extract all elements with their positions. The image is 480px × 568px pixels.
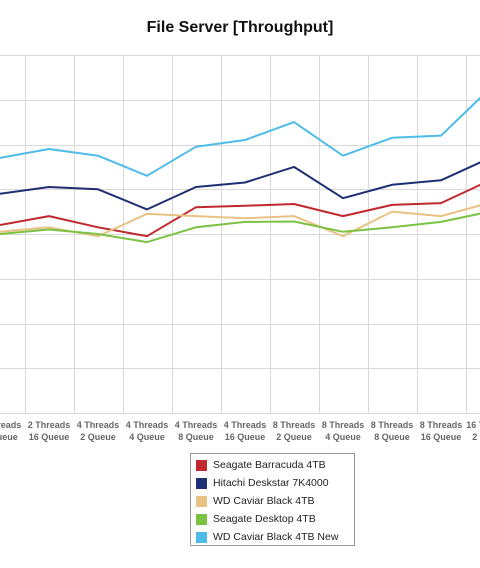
legend-item-2: Hitachi Deskstar 7K4000 (196, 474, 354, 492)
x-tick-label: 8 Threads 16 Queue (420, 420, 463, 442)
x-tick-label: 8 Threads 4 Queue (322, 420, 365, 442)
x-tick-label: 8 Threads 2 Queue (273, 420, 316, 442)
legend-item-4: Seagate Desktop 4TB (196, 510, 354, 528)
x-tick-label: 4 Threads 4 Queue (126, 420, 169, 442)
x-tick-label: 4 Threads 16 Queue (224, 420, 267, 442)
legend-label: WD Caviar Black 4TB (213, 495, 315, 507)
series-line-1 (0, 183, 480, 238)
x-tick-label: 4 Threads 2 Queue (77, 420, 120, 442)
legend-label: Seagate Barracuda 4TB (213, 459, 326, 471)
legend-label: Seagate Desktop 4TB (213, 513, 316, 525)
legend-label: Hitachi Deskstar 7K4000 (213, 477, 329, 489)
legend-item-1: Seagate Barracuda 4TB (196, 456, 354, 474)
legend-item-5: WD Caviar Black 4TB New (196, 528, 354, 546)
legend-swatch (196, 495, 207, 507)
series-lines (0, 96, 480, 244)
chart-title: File Server [Throughput] (146, 19, 334, 36)
legend-item-3: WD Caviar Black 4TB (196, 492, 354, 510)
x-tick-label: 8 Threads 8 Queue (371, 420, 414, 442)
series-line-2 (0, 161, 480, 211)
x-tick-label: 2 Threads 16 Queue (28, 420, 71, 442)
x-tick-label: 4 Threads 8 Queue (175, 420, 218, 442)
legend-label: WD Caviar Black 4TB New (213, 531, 339, 543)
series-line-4 (0, 212, 480, 244)
grid-lines (0, 55, 480, 414)
legend-swatch (196, 531, 207, 543)
legend-swatch (196, 513, 207, 525)
legend: Seagate Barracuda 4TB Hitachi Deskstar 7K… (190, 453, 355, 546)
legend-swatch (196, 477, 207, 489)
legend-swatch (196, 459, 207, 471)
series-line-5 (0, 96, 480, 177)
